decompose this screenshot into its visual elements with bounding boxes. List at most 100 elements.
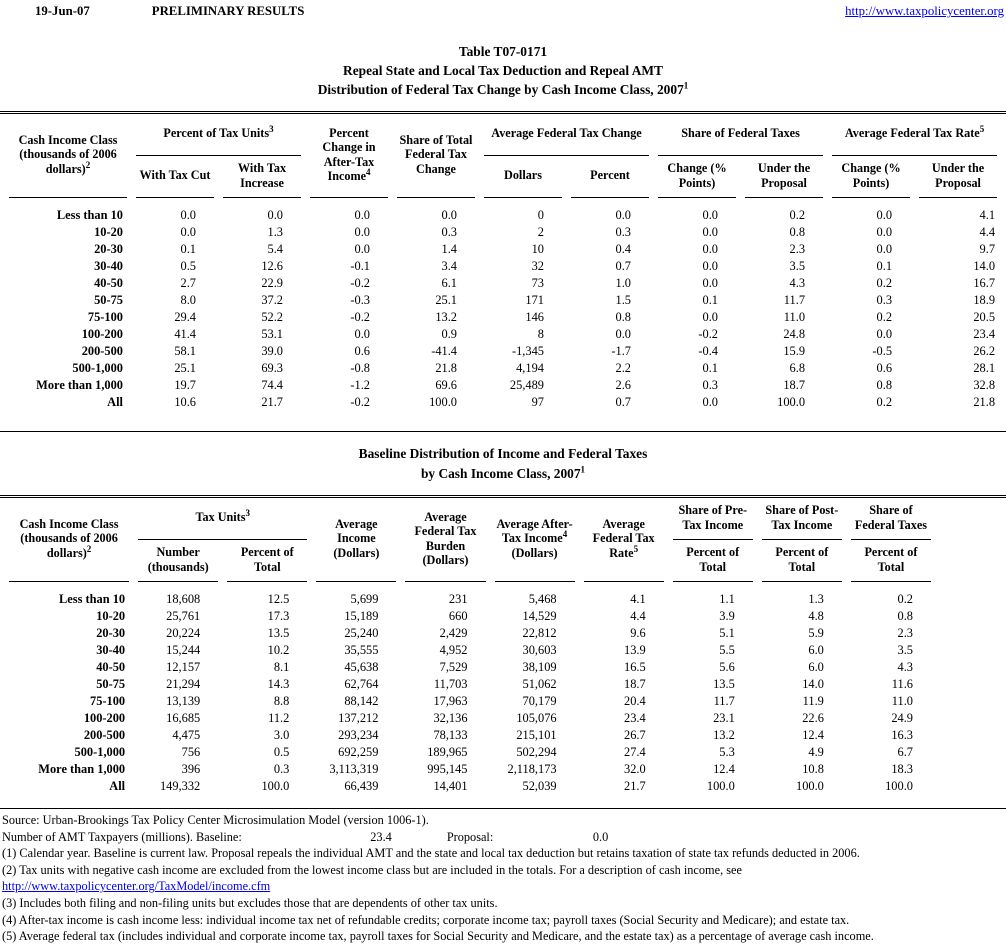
cell: 1.3: [808, 592, 824, 606]
cell: 0.0: [615, 208, 632, 222]
cell: 30,603: [522, 643, 557, 657]
cell: 100.0: [429, 395, 457, 409]
table-row: 30-40 0.5 12.6 -0.1 3.4 32 0.7 0.0 3.5 0.1 14.0: [9, 258, 997, 275]
header-row: Cash Income Class (thousands of 2006 dol…: [9, 114, 998, 198]
table-row: 100-200 16,685 11.2 137,212 32,136 105,076 23.…: [9, 710, 931, 727]
cell: 0.0: [354, 327, 371, 341]
cell: 88,142: [344, 694, 379, 708]
cell: 4.9: [808, 745, 824, 759]
cell: 15.9: [783, 344, 806, 358]
cell: -1.7: [611, 344, 632, 358]
cell: 23.4: [973, 327, 996, 341]
table-header: Cash Income Class (thousands of 2006 dol…: [9, 114, 998, 198]
taxpolicycenter-link[interactable]: http://www.taxpolicycenter.org: [845, 4, 1004, 18]
cell: 18.3: [891, 762, 913, 776]
cell: -0.4: [698, 344, 719, 358]
cell: 293,234: [338, 728, 379, 742]
row-label: 75-100: [87, 310, 123, 325]
cell: 6.8: [789, 361, 806, 375]
cell: 12.4: [713, 762, 735, 776]
cell: 25,240: [344, 626, 379, 640]
cell: 14.0: [973, 259, 996, 273]
cell: 13,139: [166, 694, 201, 708]
cell: 0.8: [876, 378, 893, 392]
cell: 16.7: [973, 276, 996, 290]
column-group-header: Average Federal Tax Rate5: [832, 114, 998, 156]
cell: 10.8: [802, 762, 824, 776]
cell: 16.5: [624, 660, 646, 674]
column-subheader: Percent: [571, 156, 650, 198]
table-row: 20-30 20,224 13.5 25,240 2,429 22,812 9.6 5.1 5.…: [9, 625, 931, 642]
cell: -0.2: [350, 310, 370, 324]
cell: 0.0: [702, 208, 719, 222]
cell: 23.1: [713, 711, 735, 725]
cell: 14,529: [522, 609, 557, 623]
cell: 4.1: [979, 208, 996, 222]
cell: 149,332: [159, 779, 201, 793]
table-row: 500-1,000 25.1 69.3 -0.8 21.8 4,194 2.2 0.1 6.8 0…: [9, 360, 997, 377]
row-label: All: [107, 395, 123, 410]
cell: 28.1: [973, 361, 996, 375]
cell: 10: [531, 242, 544, 256]
row-label: 100-200: [83, 711, 126, 726]
table-row: All 10.6 21.7 -0.2 100.0 97 0.7 0.0 100.0 0.2 21.8: [9, 394, 997, 411]
cell: 0.2: [897, 592, 914, 606]
cell: 38,109: [522, 660, 557, 674]
cell: 12.6: [261, 259, 283, 273]
cell: 0.0: [354, 225, 371, 239]
cell: 0.8: [897, 609, 914, 623]
cell: 100.0: [706, 779, 735, 793]
cell: 78,133: [433, 728, 468, 742]
table-row: 75-100 29.4 52.2 -0.2 13.2 146 0.8 0.0 11.0 0.2 20…: [9, 309, 997, 326]
cell: 62,764: [344, 677, 379, 691]
cell: 18,608: [166, 592, 201, 606]
cell: 11.7: [713, 694, 735, 708]
table-row: 75-100 13,139 8.8 88,142 17,963 70,179 20.4 11.…: [9, 693, 931, 710]
cell: 13.2: [713, 728, 735, 742]
cell: 0: [537, 208, 544, 222]
row-label: 30-40: [96, 643, 126, 658]
cell: 3.5: [789, 259, 806, 273]
cell: 137,212: [338, 711, 379, 725]
tax-change-table-wrapper: Cash Income Class (thousands of 2006 dol…: [0, 111, 1006, 432]
cell: 51,062: [522, 677, 557, 691]
column-group-header: Share of Post-Tax Income: [761, 498, 842, 540]
cell: 0.3: [615, 225, 632, 239]
column-subheader: Number (thousands): [138, 540, 219, 582]
cell: 5.6: [719, 660, 735, 674]
cell: 58.1: [174, 344, 196, 358]
cell: 12.4: [802, 728, 824, 742]
cell: 1.4: [441, 242, 458, 256]
cell: 52,039: [522, 779, 557, 793]
cell: 2,429: [439, 626, 468, 640]
income-definition-link[interactable]: http://www.taxpolicycenter.org/TaxModel/…: [2, 879, 271, 894]
cell: 4.4: [630, 609, 646, 623]
cell: 8.1: [273, 660, 290, 674]
cell: 0.0: [180, 225, 197, 239]
row-label: Less than 10: [56, 208, 123, 223]
preliminary-results-label: PRELIMINARY RESULTS: [151, 4, 305, 18]
cell: 97: [531, 395, 544, 409]
cell: 21.7: [261, 395, 283, 409]
cell: 15,189: [344, 609, 379, 623]
table2-title-line1: Baseline Distribution of Income and Fede…: [358, 446, 648, 461]
cell: 100.0: [777, 395, 806, 409]
cell: 53.1: [261, 327, 283, 341]
cell: 0.0: [354, 242, 371, 256]
table-row: Less than 10 0.0 0.0 0.0 0.0 0 0.0 0.0 0.2 0.0 4.1: [9, 198, 997, 224]
cell: 189,965: [427, 745, 468, 759]
cell: 0.0: [441, 208, 458, 222]
cell: 692,259: [338, 745, 379, 759]
header-row: Number (thousands) Percent of Total Percen…: [9, 540, 931, 582]
table-row: 10-20 0.0 1.3 0.0 0.3 2 0.3 0.0 0.8 0.0 4.4: [9, 224, 997, 241]
footnote-4: (4) After-tax income is cash income less…: [2, 912, 850, 927]
table-row: All 149,332 100.0 66,439 14,401 52,039 21.7 100…: [9, 778, 931, 795]
cell: 0.0: [702, 395, 719, 409]
cell: 32.0: [624, 762, 646, 776]
column-subheader: Dollars: [484, 156, 562, 198]
table-row: 20-30 0.1 5.4 0.0 1.4 10 0.4 0.0 2.3 0.0 9.7: [9, 241, 997, 258]
cell: 25,489: [509, 378, 544, 392]
cell: 45,638: [344, 660, 379, 674]
cell: 8.0: [180, 293, 197, 307]
column-header: Average Federal Tax Rate5: [583, 498, 664, 582]
